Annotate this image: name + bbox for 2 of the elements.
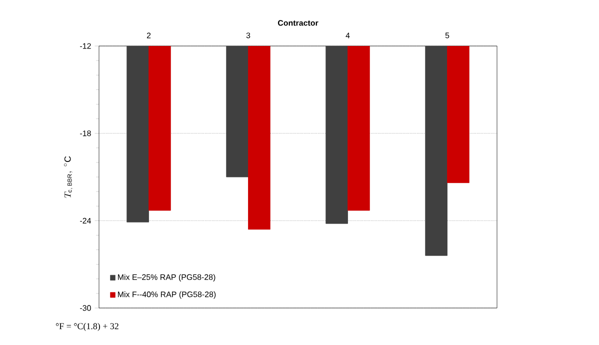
text: °F = °C(1.8) + 32 <box>56 322 118 332</box>
y-axis-title: $T_{\mathrm{c,\,BBR}},\ {}^{\circ}\mathrm{C}$ <box>64 156 73 198</box>
